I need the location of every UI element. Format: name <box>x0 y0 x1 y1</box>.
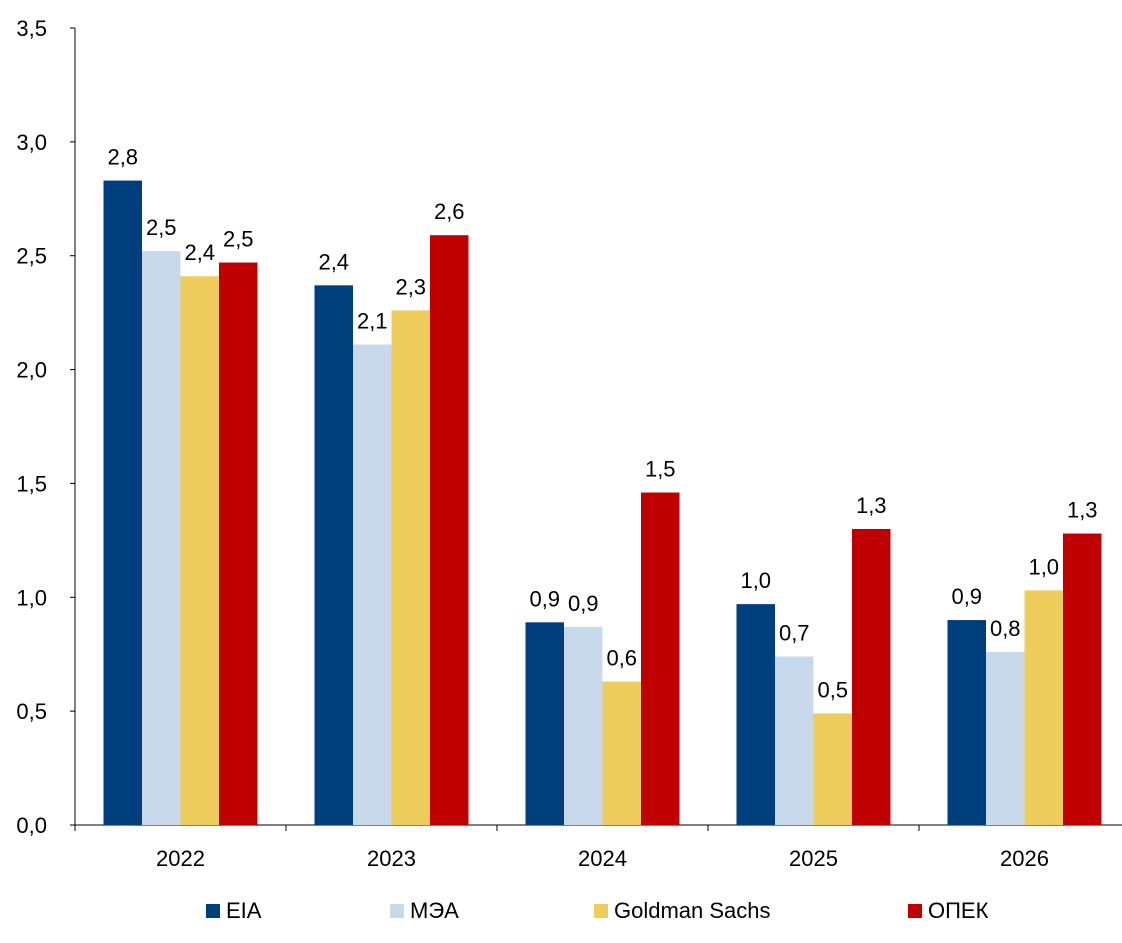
bar <box>1063 533 1102 825</box>
x-tick-label: 2025 <box>789 846 838 871</box>
x-tick-label: 2023 <box>367 846 416 871</box>
legend-item: ОПЕК <box>908 898 988 924</box>
bar <box>391 310 430 825</box>
bar <box>736 604 775 825</box>
data-labels: 2,8 2,5 2,4 2,5 2,4 2,1 2,3 2,6 0,9 0,9 0,6 1,5 1,0 0… <box>107 145 1097 703</box>
legend-swatch <box>206 904 220 918</box>
y-tick-label: 1,5 <box>16 471 47 496</box>
data-label: 1,5 <box>645 457 676 482</box>
bar <box>219 262 258 825</box>
x-tick-label: 2024 <box>578 846 627 871</box>
bar <box>564 626 603 825</box>
legend-label: МЭА <box>410 898 459 923</box>
bar <box>353 344 392 825</box>
bar <box>947 620 986 825</box>
bar <box>813 713 852 825</box>
data-label: 2,3 <box>395 274 426 299</box>
y-axis: 0,0 0,5 1,0 1,5 2,0 2,5 3,0 3,5 <box>16 16 76 838</box>
bar <box>986 651 1025 825</box>
legend-item: EIA <box>206 898 261 924</box>
bar <box>525 622 564 825</box>
legend-label: Goldman Sachs <box>614 898 771 923</box>
legend-swatch <box>390 904 404 918</box>
data-label: 0,8 <box>990 616 1021 641</box>
data-label: 0,7 <box>779 620 810 645</box>
bar <box>314 285 353 825</box>
data-label: 2,4 <box>318 249 349 274</box>
data-label: 2,6 <box>434 199 465 224</box>
legend-item: Goldman Sachs <box>594 898 771 924</box>
bars <box>103 180 1102 826</box>
bar <box>1024 590 1063 825</box>
data-label: 0,9 <box>529 586 560 611</box>
data-label: 2,8 <box>107 145 138 170</box>
y-tick-label: 0,0 <box>16 813 47 838</box>
y-tick-label: 2,0 <box>16 358 47 383</box>
x-tick-label: 2026 <box>1000 846 1049 871</box>
legend-swatch <box>594 904 608 918</box>
data-label: 2,1 <box>357 309 388 334</box>
x-axis: 2022 2023 2024 2025 2026 <box>74 824 1122 871</box>
y-tick-label: 3,0 <box>16 130 47 155</box>
data-label: 2,5 <box>223 227 254 252</box>
bar-chart: 0,00,51,01,52,02,53,03,5 2022 2023 2024 202… <box>16 16 1122 871</box>
legend-item: МЭА <box>390 898 459 924</box>
data-label: 0,6 <box>606 646 637 671</box>
legend-label: ОПЕК <box>928 898 989 923</box>
bar <box>641 492 680 825</box>
bar <box>775 656 814 825</box>
bar <box>180 276 219 825</box>
data-label: 1,0 <box>740 568 771 593</box>
y-tick-label: 2,5 <box>16 244 47 269</box>
data-label: 0,9 <box>568 591 599 616</box>
data-label: 0,5 <box>817 677 848 702</box>
bar <box>852 528 891 825</box>
data-label: 1,3 <box>856 493 887 518</box>
bar <box>430 235 469 826</box>
x-tick-label: 2022 <box>156 846 205 871</box>
legend: EIA МЭА Goldman Sachs ОПЕК <box>0 898 1122 934</box>
data-label: 0,9 <box>951 584 982 609</box>
data-label: 1,0 <box>1028 554 1059 579</box>
data-label: 2,5 <box>146 215 177 240</box>
data-label: 2,4 <box>184 240 215 265</box>
data-label: 1,3 <box>1067 498 1098 523</box>
legend-label: EIA <box>226 898 262 923</box>
bar <box>602 681 641 825</box>
y-tick-label: 0,5 <box>16 699 47 724</box>
legend-swatch <box>908 904 922 918</box>
bar <box>142 251 181 825</box>
y-tick-label: 3,5 <box>16 16 47 41</box>
y-tick-label: 1,0 <box>16 585 47 610</box>
bar <box>103 180 142 825</box>
